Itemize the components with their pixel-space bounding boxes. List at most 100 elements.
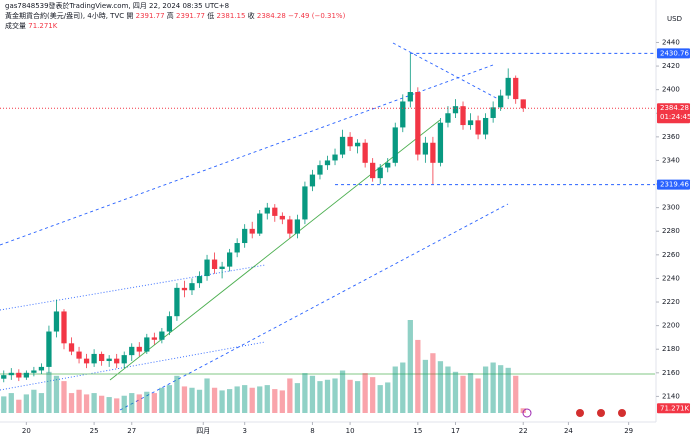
- header-text: 低: [207, 11, 214, 20]
- trend-line: [392, 42, 501, 101]
- candle-body: [76, 351, 82, 359]
- volume-bar: [460, 375, 466, 413]
- candle-body: [46, 331, 52, 367]
- candle-body: [234, 243, 240, 253]
- volume-bar: [324, 379, 331, 413]
- candle-body: [467, 120, 474, 126]
- header-text: 成交量: [5, 21, 26, 30]
- event-icon[interactable]: [576, 409, 584, 417]
- volume-bar: [166, 385, 173, 413]
- volume-bar: [339, 370, 346, 413]
- volume-bar: [129, 393, 135, 413]
- candle-body: [279, 215, 285, 220]
- candle-body: [144, 337, 150, 352]
- candle-body: [317, 165, 323, 175]
- volume-bar: [347, 379, 353, 413]
- candle-body: [121, 355, 127, 364]
- volume-label-box: [657, 403, 690, 414]
- candle-body: [347, 136, 353, 147]
- y-tick-label: 2300: [662, 204, 680, 212]
- volume-bar: [121, 395, 127, 413]
- y-tick-label: 2180: [662, 345, 680, 353]
- candle-body: [257, 213, 263, 234]
- candle-body: [53, 311, 60, 332]
- last-price-label: 2384.28: [660, 104, 689, 112]
- event-icon[interactable]: [618, 409, 626, 417]
- candle-body: [61, 311, 67, 344]
- candle-body: [16, 372, 22, 378]
- volume-bar: [332, 378, 338, 413]
- level-label-box: [657, 179, 690, 190]
- candle-body: [287, 219, 293, 234]
- volume-bar: [467, 373, 474, 413]
- candle-body: [272, 207, 278, 216]
- volume-bar: [482, 366, 489, 413]
- candle-body: [68, 343, 75, 352]
- volume-bar: [189, 387, 195, 413]
- events: [522, 408, 626, 418]
- candle-body: [159, 331, 165, 340]
- volume-bar: [219, 390, 225, 413]
- y-tick-label: 2240: [662, 274, 680, 282]
- support-line: [109, 119, 441, 381]
- x-tick-label: 27: [127, 427, 136, 435]
- candle-body: [264, 207, 270, 214]
- countdown: 01:24:45: [660, 113, 691, 121]
- x-tick-label: 8: [310, 427, 314, 435]
- candle-body: [445, 113, 451, 123]
- volume-bar: [415, 339, 421, 413]
- candle-body: [211, 259, 218, 269]
- volume-bar: [38, 393, 45, 413]
- candle-body: [31, 370, 37, 373]
- candle-body: [219, 266, 225, 269]
- volume-bar: [400, 362, 406, 413]
- candle-body: [377, 167, 383, 179]
- header-text: 2391.77: [176, 12, 205, 20]
- x-tick-label: 四月: [196, 427, 210, 435]
- volume-bar: [377, 385, 383, 413]
- volume-bar: [76, 389, 82, 413]
- volume-bar: [249, 387, 255, 413]
- candle-body: [181, 287, 188, 291]
- header-text: 2391.77: [136, 12, 165, 20]
- volume-bar: [452, 371, 459, 413]
- candle-body: [249, 228, 255, 234]
- volume-bar: [430, 353, 436, 413]
- y-tick-label: 2420: [662, 62, 680, 70]
- candle-body: [23, 372, 29, 378]
- candle-body: [370, 162, 376, 179]
- volume-bar: [302, 373, 308, 413]
- volume-bar: [204, 378, 210, 413]
- candle-body: [302, 186, 308, 220]
- volume-bar: [99, 395, 105, 413]
- volume-bar: [181, 386, 188, 413]
- x-tick-label: 24: [564, 427, 573, 435]
- volume-bar: [490, 362, 496, 413]
- header-line: gas7848539發表於TradingView.com, 四月 22, 202…: [5, 1, 229, 10]
- level-label-box: [657, 48, 690, 59]
- x-tick-label: 25: [90, 427, 99, 435]
- volume-bar: [317, 381, 323, 413]
- event-icon[interactable]: [597, 409, 605, 417]
- volume-bar: [31, 389, 37, 413]
- x-tick-label: 15: [413, 427, 422, 435]
- drawings: [0, 42, 655, 411]
- volume-bar: [505, 367, 511, 413]
- candle-body: [196, 276, 203, 284]
- candle-body: [430, 142, 436, 163]
- candle-body: [8, 372, 14, 376]
- volume-bar: [422, 359, 429, 413]
- volume-bar: [136, 394, 142, 413]
- event-icon[interactable]: [522, 408, 532, 418]
- volume-bar: [354, 381, 361, 413]
- candle-body: [114, 358, 120, 364]
- currency: USD: [667, 15, 682, 23]
- candle-body: [437, 122, 444, 163]
- volume-bar: [513, 375, 519, 413]
- volume-bar: [242, 385, 248, 413]
- volume-bar: [159, 387, 165, 413]
- x-tick-label: 10: [346, 427, 355, 435]
- y-tick-label: 2400: [662, 86, 680, 94]
- volume-bar: [106, 397, 112, 413]
